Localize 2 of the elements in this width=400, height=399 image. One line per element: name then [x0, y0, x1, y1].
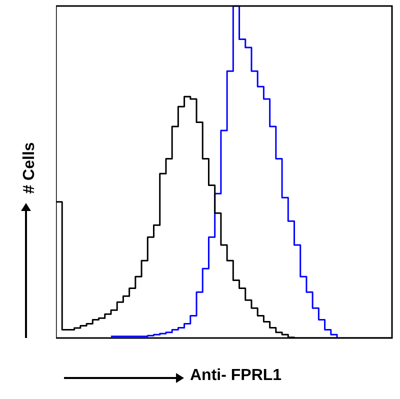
y-axis-title: # Cells: [21, 142, 39, 194]
x-axis-title: Anti- FPRL1: [190, 367, 282, 385]
